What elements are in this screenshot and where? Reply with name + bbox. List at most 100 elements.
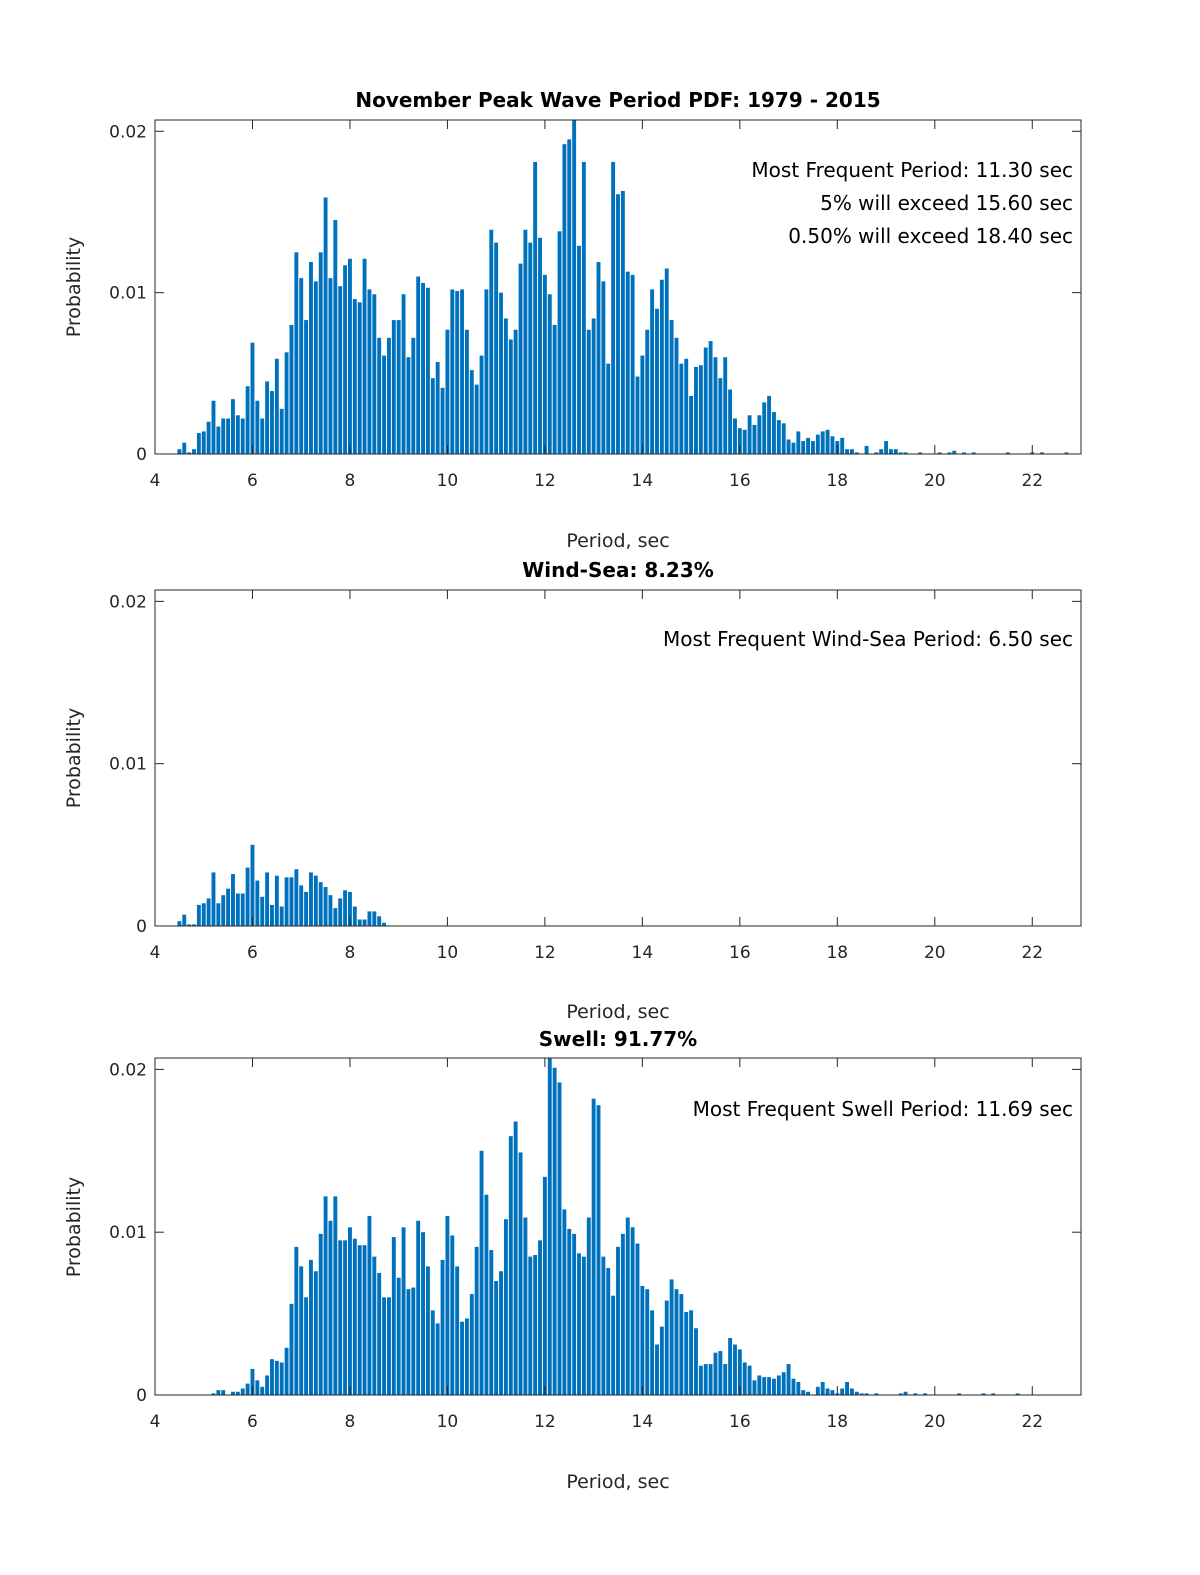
bar: [323, 887, 328, 926]
bar: [318, 1233, 323, 1395]
bar: [591, 318, 596, 454]
bar: [352, 1238, 357, 1395]
bar: [421, 282, 425, 454]
bar: [698, 365, 703, 454]
chart-title: Swell: 91.77%: [539, 1027, 697, 1051]
bar: [538, 1240, 542, 1395]
bar: [216, 426, 221, 454]
bar: [284, 877, 289, 926]
bar: [499, 292, 503, 454]
bar: [635, 1243, 640, 1395]
ticks: 4 6 8 10 12 14 16 18 20 22 0 0.01 0.02: [109, 590, 1081, 963]
bar: [479, 355, 484, 454]
bar: [747, 1365, 752, 1395]
bar: [791, 1378, 796, 1395]
bar: [898, 1393, 903, 1395]
bar: [767, 395, 772, 454]
bar: [679, 363, 684, 454]
bar: [206, 421, 211, 454]
bar: [357, 302, 362, 454]
bar: [503, 318, 508, 454]
panel-total: November Peak Wave Period PDF: 1979 - 20…: [63, 88, 1082, 552]
bar: [479, 1150, 484, 1395]
bar: [343, 265, 348, 454]
bar: [386, 1297, 391, 1395]
bar: [455, 1266, 460, 1395]
bar: [723, 357, 728, 454]
x-tick-label: 4: [150, 1412, 161, 1432]
bar: [182, 442, 187, 454]
bar: [484, 289, 489, 454]
bar: [884, 441, 888, 454]
y-tick-label: 0.02: [109, 122, 147, 142]
y-tick-label: 0: [136, 445, 147, 465]
bar: [240, 893, 245, 926]
chart-title: Wind-Sea: 8.23%: [522, 558, 714, 582]
x-tick-label: 20: [924, 1412, 946, 1432]
bar: [235, 1391, 240, 1395]
x-tick-label: 16: [729, 943, 751, 963]
x-tick-label: 6: [247, 1412, 258, 1432]
y-tick-label: 0.01: [109, 284, 147, 304]
bar: [659, 279, 664, 454]
y-axis-label: Probability: [63, 708, 85, 808]
bar: [382, 922, 387, 926]
plot-frame: [154, 589, 1082, 927]
x-tick-label: 16: [729, 471, 751, 491]
annotation-most-frequent: Most Frequent Swell Period: 11.69 sec: [693, 1097, 1073, 1121]
bar: [416, 276, 421, 454]
bar: [542, 1176, 547, 1395]
bar: [435, 362, 440, 454]
annotation-most-frequent: Most Frequent Wind-Sea Period: 6.50 sec: [663, 627, 1073, 651]
bar: [694, 366, 698, 454]
bar: [918, 452, 923, 454]
bar: [659, 1326, 664, 1395]
bar: [391, 1237, 396, 1395]
bar: [377, 916, 382, 926]
bar: [294, 252, 299, 454]
bar: [796, 1381, 801, 1395]
x-tick-label: 16: [729, 1412, 751, 1432]
bar: [552, 1067, 557, 1395]
bar: [552, 324, 557, 454]
bar: [177, 449, 182, 454]
bar: [464, 1318, 469, 1395]
bar: [386, 337, 391, 454]
bar: [864, 445, 869, 454]
bar: [830, 1390, 835, 1395]
bar: [216, 903, 221, 926]
y-tick-label: 0.02: [109, 592, 147, 612]
bar: [801, 1390, 806, 1395]
bar: [528, 242, 533, 454]
bar: [962, 452, 966, 454]
bar: [747, 415, 752, 454]
bar: [845, 449, 850, 454]
x-tick-label: 14: [632, 943, 654, 963]
bar: [362, 258, 367, 454]
bar: [606, 363, 611, 454]
bar: [508, 1136, 513, 1395]
bar: [728, 1338, 733, 1395]
bar: [226, 418, 231, 454]
bar: [416, 1220, 421, 1395]
bar: [196, 904, 201, 926]
bar: [187, 924, 192, 926]
bar: [581, 161, 586, 454]
bar: [577, 1253, 581, 1395]
x-tick-label: 22: [1021, 943, 1043, 963]
bar: [650, 289, 655, 454]
bar: [742, 1362, 747, 1395]
bar: [620, 1233, 625, 1395]
bar: [786, 439, 791, 454]
bar: [304, 891, 309, 926]
bar: [279, 408, 284, 454]
bar: [377, 337, 382, 454]
y-tick-label: 0.01: [109, 1223, 147, 1243]
bar: [279, 906, 284, 926]
bar: [762, 402, 767, 454]
bar: [572, 120, 577, 454]
x-tick-label: 6: [247, 943, 258, 963]
panel-swell: Swell: 91.77% 4 6 8 10 12 14 16 18 20 22 0 0.01 0.02…: [63, 1027, 1082, 1493]
bar: [606, 1268, 611, 1395]
bar: [372, 1256, 377, 1395]
